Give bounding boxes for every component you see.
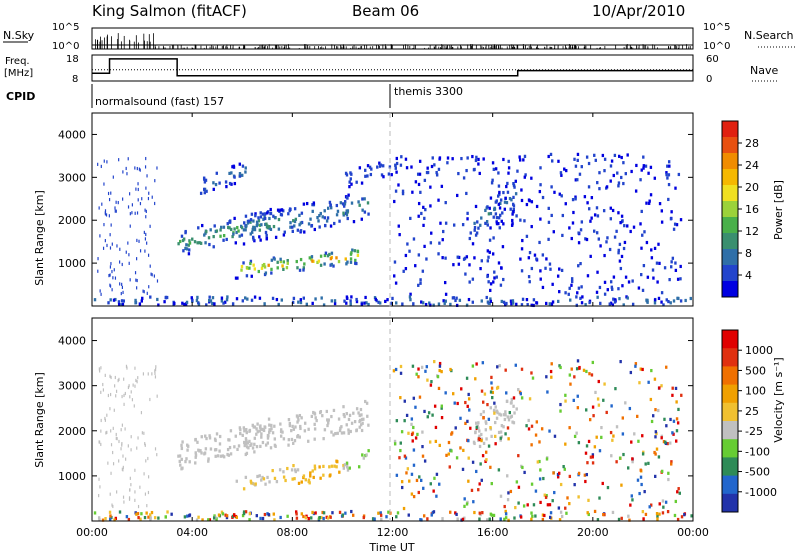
nave-tick-bottom: 0 [706,74,712,85]
velocity-yticks: 1000 2000 3000 4000 [58,335,693,483]
colorbar-swatch [722,169,738,186]
colorbar-tick-label: 100 [745,385,766,398]
power-panel-background [92,113,693,306]
nsky-series [92,33,693,49]
nave-tick-top: 60 [706,54,719,65]
nsky-label: N.Sky [3,29,35,42]
x-tick-label: 16:00 [477,526,509,539]
colorbar-swatch [722,330,738,349]
colorbar-swatch [722,265,738,282]
y-tick-label: 3000 [58,380,86,393]
colorbar-tick-label: 12 [745,225,759,238]
colorbar-swatch [722,121,738,138]
date-label: 10/Apr/2010 [592,2,685,20]
colorbar-tick-label: 1000 [745,344,773,357]
x-tick-label: 00:00 [76,526,108,539]
power-ylabel: Slant Range [km] [33,190,46,286]
colorbar-swatch [722,249,738,266]
colorbar-tick-label: 4 [745,269,752,282]
colorbar-swatch [722,439,738,458]
velocity-data [93,359,693,522]
x-tick-label: 08:00 [276,526,308,539]
power-yticks: 1000 2000 3000 4000 [58,128,693,270]
cpid-mode-2: themis 3300 [394,85,463,98]
colorbar-tick-label: 28 [745,137,759,150]
colorbar-swatch [722,137,738,154]
nsearch-label: N.Search [744,29,794,42]
colorbar-swatch [722,493,738,513]
x-tick-label: 04:00 [176,526,208,539]
nsearch-tick-bottom: 10^0 [703,41,730,52]
cpid-label: CPID [6,90,35,103]
colorbar-tick-label: 8 [745,247,752,260]
colorbar-swatch [722,457,738,477]
nave-label: Nave [750,64,778,77]
colorbar-tick-label: -100 [745,445,770,458]
freq-tick-top: 18 [66,54,79,65]
colorbar-tick-label: -25 [745,425,763,438]
freq-panel-frame [91,54,694,82]
velocity-panel-background [92,318,693,521]
beam-label: Beam 06 [352,2,419,20]
y-tick-label: 1000 [58,257,86,270]
colorbar-swatch [722,153,738,170]
y-tick-label: 4000 [58,128,86,141]
colorbar-tick-label: 20 [745,181,759,194]
colorbar-swatch [722,281,738,298]
colorbar-tick-label: 500 [745,364,766,377]
colorbar-tick-label: 25 [745,405,759,418]
y-tick-label: 4000 [58,335,86,348]
velocity-colorbar: 1000 500 100 25 -25 -100 -500 -1000 [721,329,777,513]
freq-series-line [92,58,693,77]
station-title: King Salmon (fitACF) [92,2,247,20]
nsearch-tick-top: 10^5 [703,22,730,33]
x-tick-label: 00:00 [677,526,709,539]
colorbar-swatch [722,402,738,422]
power-colorbar: 28 24 20 16 12 8 4 [721,120,759,298]
power-data [93,152,692,308]
velocity-colorbar-label: Velocity [m s⁻¹] [772,357,785,442]
colorbar-tick-label: 16 [745,203,759,216]
colorbar-swatch [722,217,738,234]
colorbar-swatch [722,421,738,440]
x-tick-label: 20:00 [577,526,609,539]
cpid-mode-1: normalsound (fast) 157 [95,95,224,108]
x-axis-ticks: 00:00 04:00 08:00 12:00 16:00 20:00 00:00 [76,113,709,539]
velocity-ylabel: Slant Range [km] [33,372,46,468]
y-tick-label: 2000 [58,214,86,227]
colorbar-swatch [722,233,738,250]
freq-tick-bottom: 8 [72,74,78,85]
colorbar-swatch [722,475,738,495]
colorbar-tick-label: -1000 [745,486,777,499]
freq-label-1: Freq. [5,56,30,67]
colorbar-swatch [722,348,738,367]
colorbar-tick-label: 24 [745,159,759,172]
freq-label-2: [MHz] [4,68,33,79]
y-tick-label: 2000 [58,425,86,438]
colorbar-swatch [722,384,738,404]
nsky-tick-top: 10^5 [52,22,79,33]
colorbar-swatch [722,201,738,218]
colorbar-swatch [722,185,738,202]
colorbar-swatch [722,366,738,386]
nsky-tick-bottom: 10^0 [52,41,79,52]
x-axis-label: Time UT [368,541,414,554]
y-tick-label: 1000 [58,470,86,483]
colorbar-tick-label: -500 [745,466,770,479]
x-tick-label: 12:00 [377,526,409,539]
y-tick-label: 3000 [58,171,86,184]
power-colorbar-label: Power [dB] [772,180,785,240]
